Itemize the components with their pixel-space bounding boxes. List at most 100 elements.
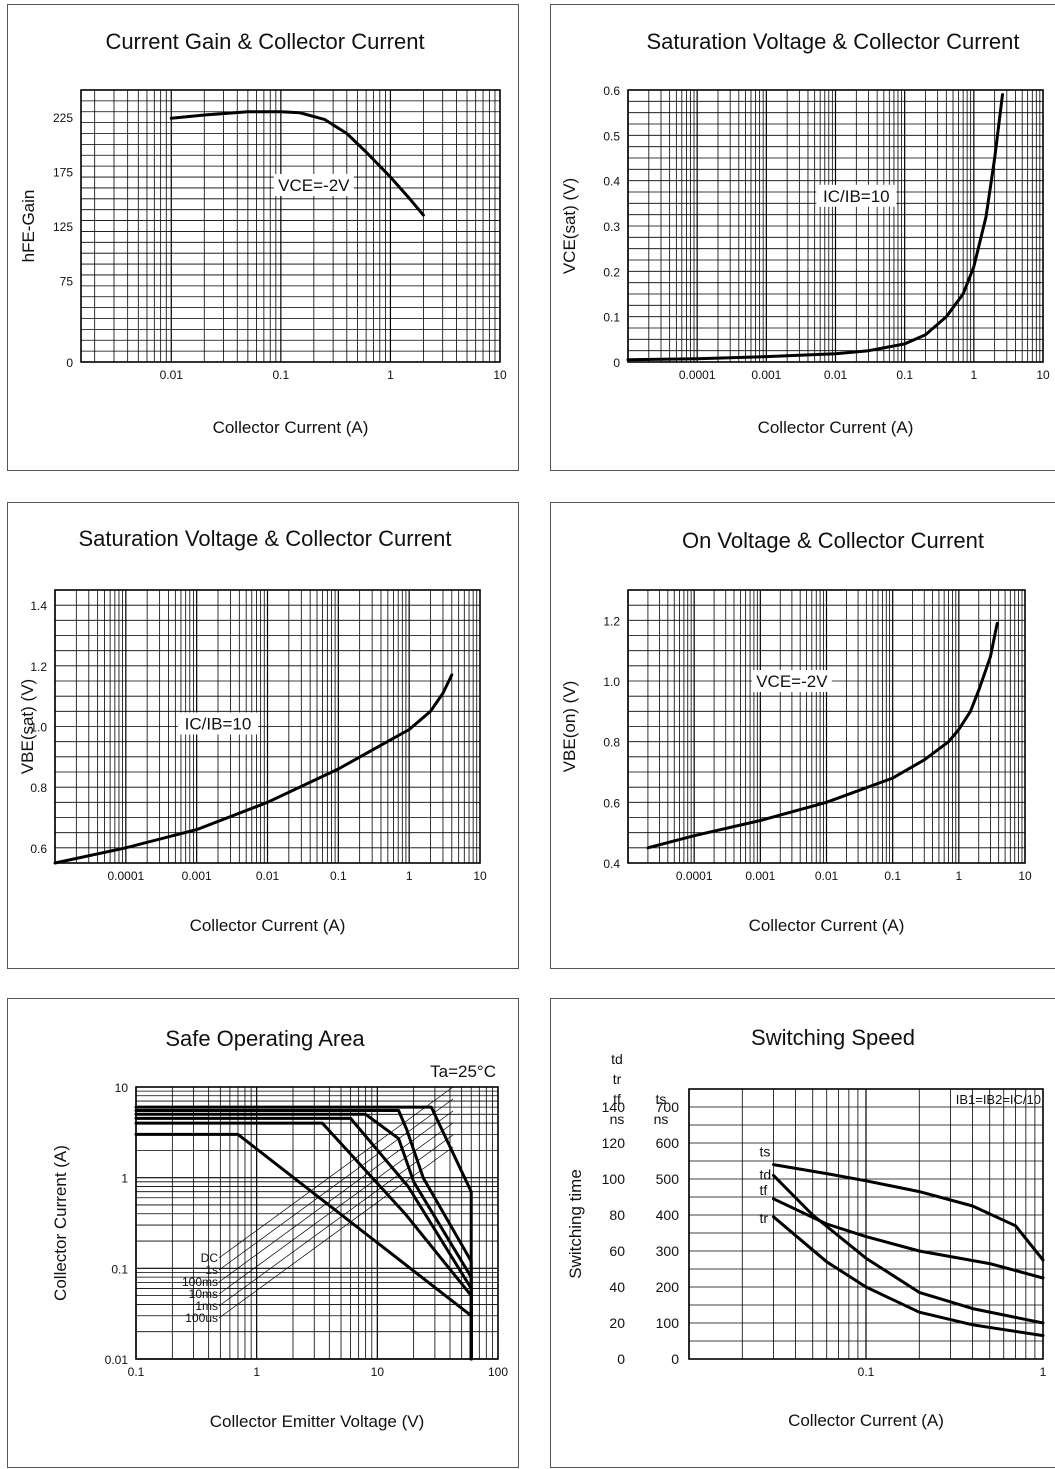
grid-vertical bbox=[688, 1089, 1036, 1359]
y-axis-label: VBE(sat) (V) bbox=[18, 679, 37, 774]
axis-header-left: tr bbox=[613, 1071, 622, 1087]
condition-label: IB1=IB2=IC/10 bbox=[956, 1092, 1041, 1107]
x-tick-label: 0.1 bbox=[858, 1365, 875, 1379]
y-tick-label: 125 bbox=[53, 220, 73, 234]
chart-svg: Safe Operating Area Ta=25°C Collector Emit… bbox=[51, 1026, 508, 1431]
x-tick-label: 0.01 bbox=[256, 869, 280, 883]
chart-panel-vbe-sat: Saturation Voltage & Collector Current Co… bbox=[7, 502, 519, 969]
y-tick-label: 140 bbox=[602, 1099, 626, 1115]
y-tick-label: 0.6 bbox=[603, 84, 620, 98]
series-line-0 bbox=[53, 673, 454, 865]
axis-header-left: tf bbox=[613, 1091, 621, 1107]
x-tick-label: 0.01 bbox=[160, 368, 184, 382]
legend-leader bbox=[218, 1122, 454, 1295]
chart-panel-vbe-on: On Voltage & Collector Current Collector … bbox=[550, 502, 1055, 969]
x-tick-label: 1 bbox=[955, 869, 962, 883]
y-tick-label: 10 bbox=[115, 1081, 129, 1095]
chart-title: On Voltage & Collector Current bbox=[682, 528, 984, 553]
annotation-box bbox=[273, 173, 354, 196]
y-tick-label: 40 bbox=[609, 1279, 625, 1295]
chart-title: Current Gain & Collector Current bbox=[105, 29, 424, 54]
y2-tick-label: 0 bbox=[671, 1351, 679, 1367]
y-tick-label: 100 bbox=[602, 1171, 626, 1187]
x-tick-label: 10 bbox=[371, 1365, 385, 1379]
y-tick-label: 1.0 bbox=[30, 721, 47, 735]
annotation-label: IC/IB=10 bbox=[823, 187, 890, 206]
x-axis-label: Collector Current (A) bbox=[758, 418, 914, 437]
y-axis-label: VBE(on) (V) bbox=[560, 681, 579, 773]
y-tick-label: 225 bbox=[53, 111, 73, 125]
chart-svg: On Voltage & Collector Current Collector … bbox=[560, 528, 1032, 935]
x-tick-label: 0.001 bbox=[751, 368, 781, 382]
chart-title: Safe Operating Area bbox=[165, 1026, 365, 1051]
x-axis-label: Collector Emitter Voltage (V) bbox=[210, 1412, 424, 1431]
y-tick-label: 0 bbox=[617, 1351, 625, 1367]
x-axis-label: Collector Current (A) bbox=[788, 1411, 944, 1430]
chart-panel-current-gain: Current Gain & Collector Current Collecto… bbox=[7, 4, 519, 471]
axis-header-left: td bbox=[611, 1051, 623, 1067]
y2-tick-label: 100 bbox=[656, 1315, 680, 1331]
x-tick-label: 100 bbox=[488, 1365, 508, 1379]
legend-label: 1s bbox=[205, 1263, 218, 1277]
annotation-box bbox=[816, 184, 897, 207]
x-tick-label: 0.01 bbox=[815, 869, 839, 883]
series-label: ts bbox=[759, 1144, 770, 1160]
grid-vertical bbox=[94, 90, 496, 362]
x-tick-label: 10 bbox=[1018, 869, 1032, 883]
x-tick-label: 0.1 bbox=[128, 1365, 145, 1379]
legend-leader bbox=[218, 1086, 454, 1259]
y-tick-label: 120 bbox=[602, 1135, 626, 1151]
y-tick-label: 0 bbox=[613, 356, 620, 370]
y-tick-label: 0.4 bbox=[603, 175, 620, 189]
y-tick-label: 1.0 bbox=[603, 675, 620, 689]
chart-svg: Switching Speed Collector Current (A) Swit… bbox=[566, 1025, 1047, 1430]
chart-panel-switching-speed: Switching Speed Collector Current (A) Swit… bbox=[550, 998, 1055, 1468]
axis-header-right: ts bbox=[656, 1091, 667, 1107]
series-line-0 bbox=[626, 93, 1004, 362]
x-tick-label: 1 bbox=[406, 869, 413, 883]
series-line-tf bbox=[772, 1197, 1045, 1280]
plot-frame bbox=[688, 1088, 1044, 1360]
series-line-tr bbox=[772, 1215, 1045, 1338]
legend-label: DC bbox=[201, 1251, 219, 1265]
legend-leader bbox=[218, 1098, 454, 1271]
chart-svg: Saturation Voltage & Collector Current Co… bbox=[18, 526, 487, 935]
x-tick-label: 0.1 bbox=[273, 368, 290, 382]
y-tick-label: 0 bbox=[66, 356, 73, 370]
axis-header-right: ns bbox=[654, 1111, 669, 1127]
grid-horizontal bbox=[81, 89, 500, 363]
series-line-0 bbox=[646, 621, 999, 850]
annotation-box bbox=[177, 712, 258, 735]
x-axis-label: Collector Current (A) bbox=[213, 418, 369, 437]
y-tick-label: 1 bbox=[121, 1172, 128, 1186]
y2-tick-label: 200 bbox=[656, 1279, 680, 1295]
y-tick-label: 75 bbox=[60, 274, 74, 288]
x-tick-label: 0.1 bbox=[330, 869, 347, 883]
series-line-td bbox=[772, 1173, 1045, 1325]
legend-leader bbox=[218, 1146, 454, 1319]
grid-horizontal bbox=[689, 1088, 1043, 1360]
chart-subtitle: Ta=25°C bbox=[430, 1062, 496, 1081]
plot-frame bbox=[627, 89, 1044, 363]
x-tick-label: 1 bbox=[253, 1365, 260, 1379]
annotation-label: VCE=-2V bbox=[278, 176, 350, 195]
x-tick-label: 0.0001 bbox=[679, 368, 716, 382]
y-axis-label: Switching time bbox=[566, 1169, 585, 1279]
legend-label: 10ms bbox=[189, 1287, 218, 1301]
series-label: td bbox=[759, 1166, 771, 1182]
y-tick-label: 0.2 bbox=[603, 265, 620, 279]
y-tick-label: 0.01 bbox=[105, 1353, 129, 1367]
chart-panel-vce-sat: Saturation Voltage & Collector Current Co… bbox=[550, 4, 1055, 471]
series-line-ts bbox=[772, 1163, 1045, 1262]
y-tick-label: 0.1 bbox=[603, 311, 620, 325]
y-tick-label: 1.2 bbox=[30, 660, 47, 674]
series-label: tf bbox=[759, 1182, 767, 1198]
chart-title: Saturation Voltage & Collector Current bbox=[647, 29, 1020, 54]
annotation-label: VCE=-2V bbox=[756, 672, 828, 691]
series-line-0 bbox=[169, 110, 425, 217]
y2-tick-label: 600 bbox=[656, 1135, 680, 1151]
x-tick-label: 0.1 bbox=[896, 368, 913, 382]
y-axis-label: hFE-Gain bbox=[19, 190, 38, 263]
y-tick-label: 80 bbox=[609, 1207, 625, 1223]
y-tick-label: 0.6 bbox=[30, 842, 47, 856]
